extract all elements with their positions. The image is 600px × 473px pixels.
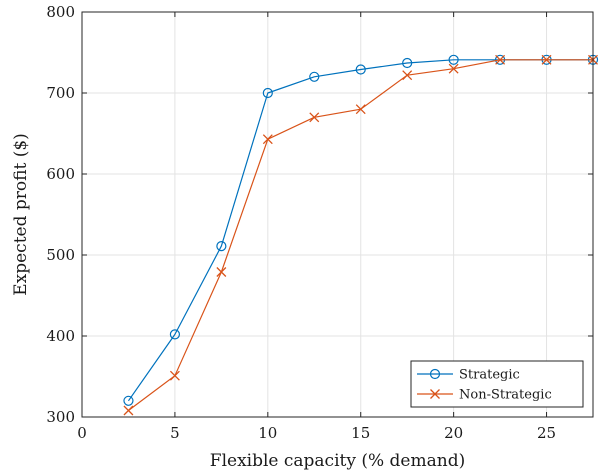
legend-marker-non-strategic (430, 389, 440, 399)
data-point-strategic (123, 395, 134, 406)
legend-item-non-strategic: Non-Strategic (417, 388, 552, 403)
legend-label-strategic: Strategic (459, 368, 520, 383)
legend-label-non-strategic: Non-Strategic (459, 388, 552, 403)
legend-marker-glyph (430, 389, 440, 399)
y-axis-label: Expected profit ($) (11, 133, 31, 296)
x-tick-label: 20 (444, 424, 463, 442)
data-point-strategic (309, 71, 320, 82)
data-point-strategic (262, 87, 273, 99)
x-tick-label: 10 (258, 424, 277, 442)
x-tick-label: 15 (351, 424, 370, 442)
data-point-strategic (402, 57, 413, 69)
data-point-non-strategic (169, 370, 180, 381)
legend-item-strategic: Strategic (417, 368, 520, 383)
y-tick-label: 300 (46, 408, 75, 426)
x-axis-label: Flexible capacity (% demand) (210, 451, 465, 471)
y-tick-label: 800 (46, 3, 75, 21)
data-point-strategic (169, 329, 181, 340)
data-point-non-strategic (541, 54, 552, 65)
data-point-strategic (448, 54, 459, 65)
axis-ticks: 0 5 10 15 20 25 300 400 500 600 700 800 (46, 3, 593, 442)
data-point-non-strategic (123, 405, 134, 416)
data-point-non-strategic (216, 267, 227, 277)
y-tick-label: 400 (46, 327, 75, 345)
legend-box (410, 360, 584, 408)
y-tick-label: 600 (46, 165, 75, 183)
y-tick-label: 700 (46, 84, 75, 102)
y-tick-label: 500 (46, 246, 75, 264)
x-tick-label: 25 (537, 424, 556, 442)
data-point-non-strategic (355, 104, 366, 115)
legend-marker-glyph (429, 368, 441, 380)
legend: Strategic Non-Strategic (410, 360, 584, 408)
data-point-strategic (355, 64, 366, 75)
x-tick-label: 5 (170, 424, 180, 442)
x-tick-label: 0 (77, 424, 87, 442)
data-point-non-strategic (309, 112, 320, 123)
data-point-strategic (216, 240, 227, 252)
data-series (123, 54, 599, 416)
data-point-non-strategic (402, 70, 413, 81)
data-point-non-strategic (448, 63, 459, 74)
legend-marker-strategic (429, 368, 441, 380)
data-point-non-strategic (495, 54, 506, 65)
data-point-non-strategic (262, 134, 273, 145)
plot-frame (81, 11, 594, 418)
